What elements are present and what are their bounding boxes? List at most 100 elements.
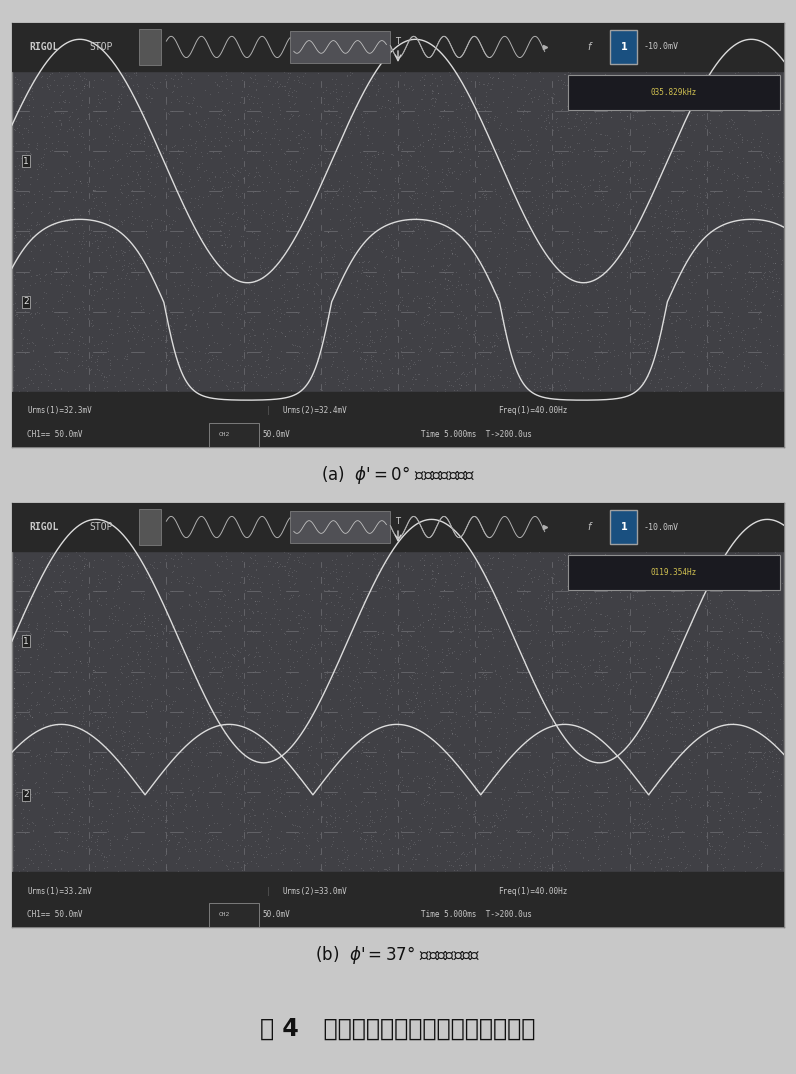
Point xyxy=(214,150,227,168)
Point xyxy=(450,706,462,723)
Point xyxy=(648,590,661,607)
Point xyxy=(74,257,87,274)
Point xyxy=(6,400,19,417)
Point xyxy=(478,376,490,393)
Point xyxy=(318,192,331,209)
Point xyxy=(549,677,562,694)
Point xyxy=(448,71,461,88)
Point xyxy=(332,892,345,910)
Point xyxy=(767,714,780,731)
Point xyxy=(494,361,507,378)
Point xyxy=(128,896,141,913)
Point xyxy=(468,435,481,452)
Point xyxy=(689,506,702,523)
Point xyxy=(395,262,408,279)
Point xyxy=(67,59,80,76)
Point xyxy=(267,801,279,818)
Point xyxy=(568,286,581,303)
Point xyxy=(477,412,490,430)
Point xyxy=(261,738,274,755)
Point xyxy=(460,543,473,561)
Point xyxy=(166,800,179,817)
Point xyxy=(345,713,358,730)
Point xyxy=(701,880,714,897)
Point xyxy=(475,180,488,198)
Point xyxy=(712,676,725,693)
Point xyxy=(136,329,149,346)
Point xyxy=(357,437,370,454)
Point xyxy=(142,841,154,858)
Point xyxy=(520,250,533,267)
Point xyxy=(509,615,521,633)
Point xyxy=(336,45,349,62)
Point xyxy=(145,390,158,407)
Point xyxy=(283,132,296,149)
Point xyxy=(379,712,392,729)
Point xyxy=(731,647,743,664)
Point xyxy=(462,363,475,380)
Point xyxy=(477,216,490,233)
Point xyxy=(470,579,483,596)
Point xyxy=(191,191,204,208)
Point xyxy=(141,89,154,106)
Point xyxy=(119,803,131,821)
Point xyxy=(588,627,601,644)
Point xyxy=(327,98,340,115)
Point xyxy=(427,717,440,735)
Point xyxy=(708,184,720,201)
Point xyxy=(196,690,209,707)
Point xyxy=(427,197,439,214)
Point xyxy=(558,896,571,913)
Point xyxy=(377,625,390,642)
Point xyxy=(405,867,418,884)
Point xyxy=(568,84,580,101)
Point xyxy=(354,208,367,226)
Point xyxy=(50,117,63,134)
Point xyxy=(65,897,78,914)
Point xyxy=(634,316,646,333)
Point xyxy=(673,862,685,880)
Point xyxy=(519,572,532,590)
Point xyxy=(9,662,21,679)
Point xyxy=(268,877,281,895)
Point xyxy=(544,278,556,295)
Point xyxy=(402,354,415,372)
Point xyxy=(626,589,639,606)
Point xyxy=(509,887,521,904)
Point xyxy=(405,426,418,444)
Point xyxy=(566,564,579,581)
Point xyxy=(302,233,315,250)
Point xyxy=(748,653,761,670)
Point xyxy=(210,741,223,758)
Point xyxy=(10,551,23,568)
Point xyxy=(151,825,164,842)
Point xyxy=(302,534,314,551)
Point xyxy=(774,230,786,247)
Point xyxy=(521,703,533,721)
Point xyxy=(507,611,520,628)
Point xyxy=(414,136,427,154)
Point xyxy=(229,743,242,760)
Point xyxy=(139,629,152,647)
Point xyxy=(654,224,666,242)
Point xyxy=(236,831,248,848)
Point xyxy=(166,897,178,914)
Point xyxy=(443,640,456,657)
Point xyxy=(324,128,337,145)
Point xyxy=(124,615,137,633)
Point xyxy=(731,507,743,524)
Point xyxy=(235,54,248,71)
Point xyxy=(744,749,757,766)
Point xyxy=(572,720,584,737)
Point xyxy=(458,877,471,895)
Point xyxy=(166,816,179,833)
Point xyxy=(659,549,672,566)
Point xyxy=(747,319,760,336)
Point xyxy=(234,837,247,854)
Point xyxy=(499,321,512,338)
Point xyxy=(777,174,790,191)
Point xyxy=(270,153,283,170)
Point xyxy=(361,262,374,279)
Point xyxy=(218,709,231,726)
Point xyxy=(273,746,286,764)
